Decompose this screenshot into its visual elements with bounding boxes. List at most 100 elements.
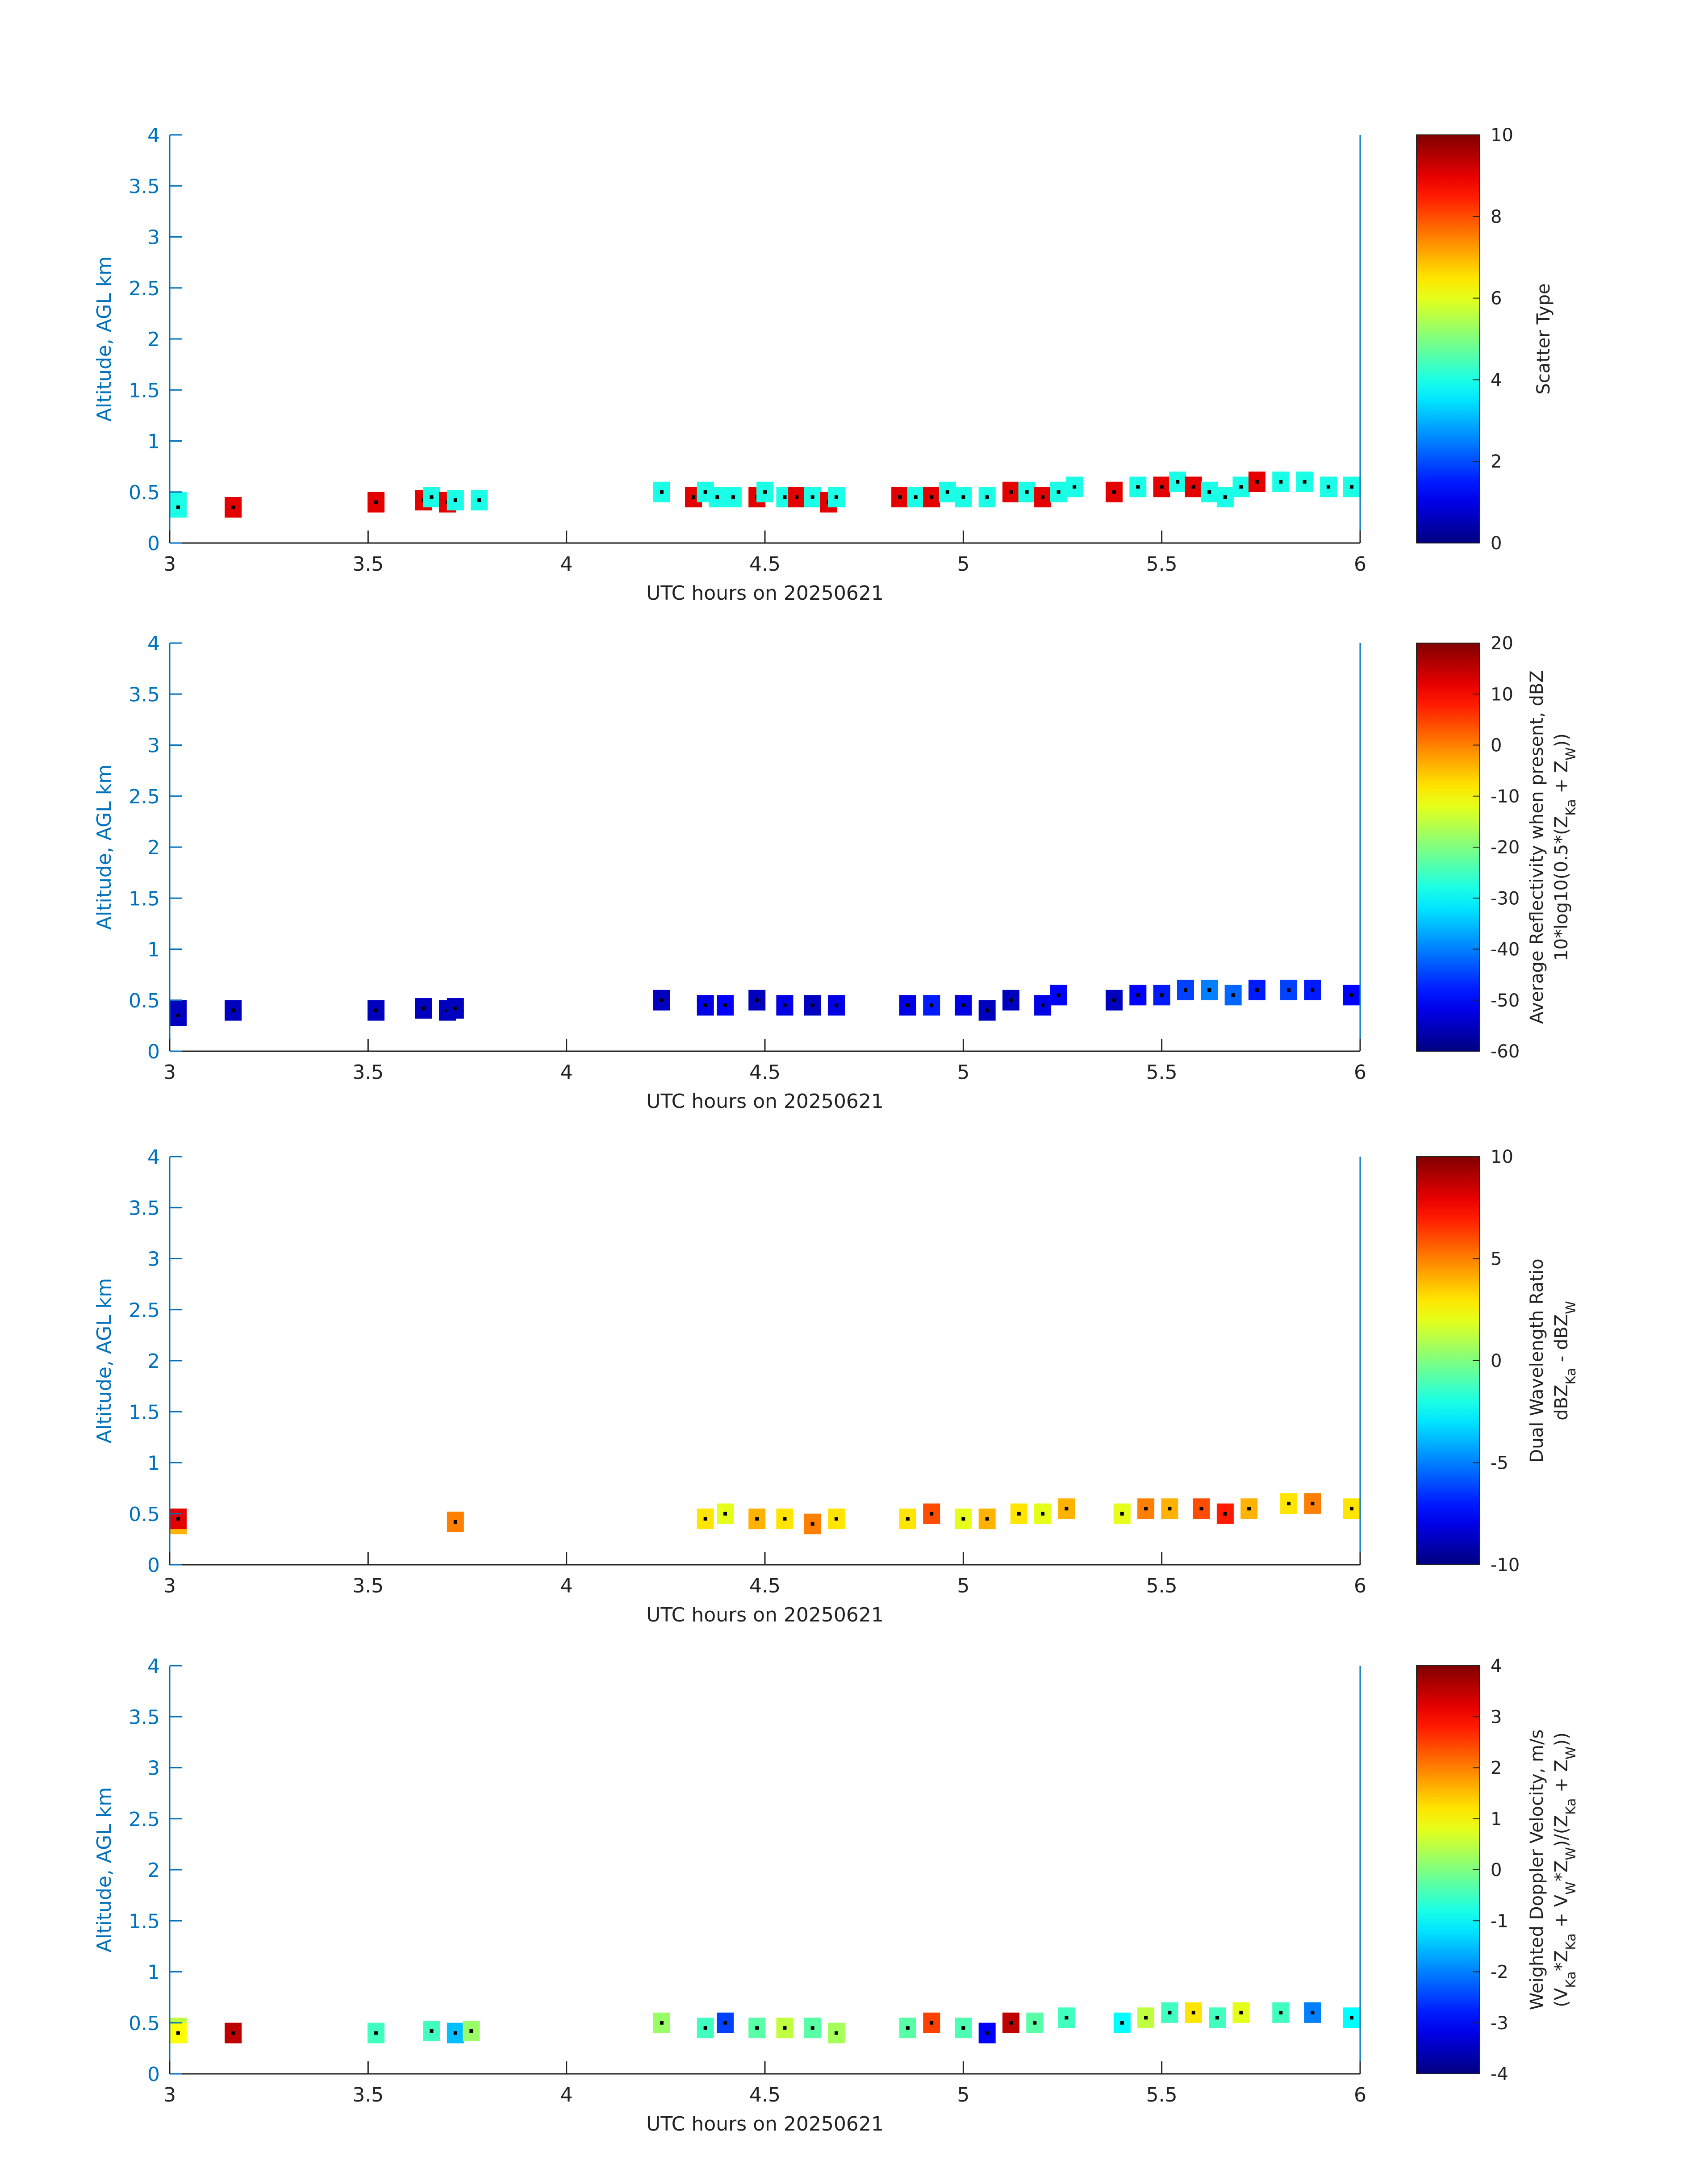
x-tick-label: 5.5 [1146,1061,1178,1084]
cloud-base-marker [1120,2021,1124,2025]
cloud-base-marker [703,1003,707,1007]
colorbar-label-formula: 10*log10(0.5*(ZKa + ZW)) [1551,733,1579,961]
colorbar-tick-label: 0 [1491,1860,1502,1880]
cloud-base-marker [1247,1507,1251,1511]
cloud-base-marker [374,1008,378,1012]
cloud-base-marker [834,1517,838,1521]
y-tick-label: 0 [147,2063,160,2086]
colorbar-tick-label: 6 [1491,288,1502,309]
cloud-base-marker [795,495,799,499]
colorbar-tick-label: -4 [1491,2064,1508,2085]
colorbar-tick-label: 1 [1491,1809,1502,1830]
y-axis-label: Altitude, AGL km [93,1787,116,1952]
y-tick-label: 0.5 [129,1503,160,1526]
x-tick-label: 6 [1354,1575,1366,1597]
cloud-base-marker [930,1003,934,1007]
y-tick-label: 3 [147,735,160,757]
cloud-base-marker [1144,2016,1148,2020]
colorbar-tick-label: -40 [1491,940,1520,960]
cloud-base-marker [1065,1507,1069,1511]
y-tick-label: 1 [147,1961,160,1984]
cloud-base-marker [1191,485,1195,489]
cloud-base-marker [1279,480,1283,484]
y-tick-label: 2 [147,328,160,351]
cloud-base-marker [1041,495,1045,499]
cloud-base-marker [810,1003,814,1007]
cloud-base-marker [985,2031,989,2035]
cloud-base-marker [755,2026,759,2030]
cloud-base-marker [723,1003,727,1007]
x-tick-label: 4 [560,1575,573,1597]
cloud-base-marker [914,495,918,499]
colorbar-label-formula: (VKa*ZKa + VW*ZW)/(ZKa + ZW)) [1551,1732,1579,2007]
cloud-base-marker [1287,1501,1291,1505]
x-axis-label: UTC hours on 20250621 [646,1090,884,1113]
cloud-base-marker [231,2031,235,2035]
y-tick-label: 3.5 [129,1197,160,1220]
x-axis-label: UTC hours on 20250621 [646,1604,884,1626]
cloud-base-marker [731,495,735,499]
cloud-base-marker [1350,2016,1353,2020]
y-tick-label: 0.5 [129,990,160,1012]
colorbar-tick-label: -10 [1491,786,1520,807]
colorbar-tick-label: -10 [1491,1555,1520,1575]
colorbar [1416,643,1480,1052]
cloud-base-marker [945,490,949,494]
cloud-base-marker [1009,998,1013,1002]
cloud-base-marker [1120,1512,1124,1516]
x-tick-label: 5 [957,1575,969,1597]
y-tick-label: 1.5 [129,1401,160,1424]
cloud-base-marker [1311,1501,1315,1505]
colorbar-tick-label: 5 [1491,1249,1502,1270]
cloud-base-marker [1160,993,1164,997]
cloud-base-marker [810,1522,814,1526]
x-tick-label: 5 [957,1061,969,1084]
cloud-base-marker [783,1517,787,1521]
cloud-base-marker [783,2026,787,2030]
x-tick-label: 4 [560,553,573,576]
colorbar-label: Scatter Type [1533,284,1554,395]
y-tick-label: 3 [147,226,160,249]
y-tick-label: 2 [147,1350,160,1373]
cloud-base-marker [930,2021,934,2025]
cloud-base-marker [1207,988,1211,992]
cloud-base-marker [176,2031,180,2035]
colorbar-tick-label: 8 [1491,207,1502,227]
cloud-base-marker [1255,988,1259,992]
x-axis-label: UTC hours on 20250621 [646,2113,884,2135]
cloud-base-marker [985,495,989,499]
cloud-base-marker [1168,1507,1172,1511]
y-tick-label: 1 [147,939,160,961]
cloud-base-marker [1112,998,1116,1002]
y-tick-label: 3 [147,1757,160,1780]
cloud-base-marker [810,2026,814,2030]
cloud-base-marker [1207,490,1211,494]
cloud-base-marker [1009,2021,1013,2025]
cloud-base-marker [1136,993,1140,997]
cloud-base-marker [692,495,696,499]
cloud-base-marker [1065,2016,1069,2020]
cloud-base-marker [985,1008,989,1012]
x-tick-label: 4 [560,2084,573,2106]
cloud-base-marker [810,495,814,499]
x-tick-label: 5.5 [1146,2084,1178,2106]
cloud-base-marker [898,495,902,499]
y-tick-label: 4 [147,1146,160,1169]
x-tick-label: 3.5 [352,553,384,576]
y-tick-label: 4 [147,124,160,147]
cloud-base-marker [1057,993,1061,997]
cloud-base-marker [1144,1507,1148,1511]
x-axis-label: UTC hours on 20250621 [646,582,884,605]
y-tick-label: 3 [147,1248,160,1271]
cloud-base-marker [1112,490,1116,494]
colorbar-tick-label: 0 [1491,1351,1502,1371]
y-tick-label: 3.5 [129,683,160,706]
x-tick-label: 4.5 [749,553,781,576]
y-tick-label: 1 [147,1452,160,1475]
cloud-base-marker [1231,993,1235,997]
cloud-base-marker [660,2021,664,2025]
y-tick-label: 2.5 [129,1808,160,1831]
cloud-base-marker [430,495,434,499]
cloud-base-marker [453,498,457,502]
cloud-base-marker [1176,480,1180,484]
